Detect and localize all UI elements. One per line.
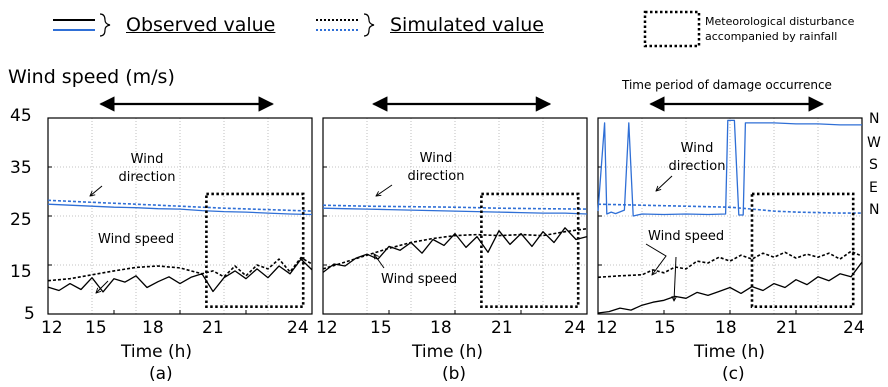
legend-simulated-brace: [363, 13, 375, 37]
legend-observed-label: Observed value: [126, 14, 276, 36]
annotation-wind-direction-line1: Wind direction: [118, 152, 176, 185]
annotation-wind-direction: Wind direction: [668, 141, 726, 174]
compass-label: S: [869, 157, 878, 173]
compass-label: W: [867, 135, 881, 151]
x-tick-label: 18: [430, 318, 452, 338]
x-tick-label: 12: [596, 318, 618, 338]
speed-simulated-line: [322, 227, 588, 270]
annotation-direction-pointer: [376, 184, 393, 196]
annotation-wind-direction: Wind direction: [407, 151, 465, 184]
annotation-direction-pointer: [90, 185, 103, 196]
panel-label: (a): [149, 364, 173, 384]
disturbance-box: [480, 192, 580, 308]
legend-disturbance-label-1: Meteorological disturbance: [705, 15, 855, 28]
x-tick-label: 21: [776, 318, 798, 338]
disturbance-box: [750, 192, 855, 308]
legend-disturbance-box: [643, 10, 701, 48]
plot-frame: [47, 117, 313, 315]
annotation-speed-pointer: [96, 280, 109, 293]
x-tick-label: 18: [142, 318, 164, 338]
x-tick-label: 12: [316, 318, 338, 338]
speed-observed-line: [597, 261, 863, 314]
direction-observed-line: [597, 119, 862, 217]
direction-observed-line: [322, 207, 588, 215]
y-tick-label: 15: [10, 262, 32, 282]
compass-label: N: [869, 202, 880, 218]
direction-simulated-line: [597, 203, 862, 214]
plot-frame: [597, 117, 863, 315]
direction-simulated-line: [47, 199, 313, 212]
x-tick-label: 21: [491, 318, 513, 338]
x-tick-label: 12: [41, 318, 63, 338]
y-tick-label: 35: [10, 158, 32, 178]
speed-simulated-line: [597, 250, 863, 279]
annotation-speed-pointer: [374, 254, 385, 269]
annotation-wind-speed: Wind speed: [98, 232, 175, 247]
compass-label: E: [869, 180, 878, 196]
annotation-speed-pointer: [645, 243, 667, 275]
x-tick-label: 24: [843, 318, 865, 338]
x-axis-label: Time (h): [121, 342, 193, 362]
chart-title-c: Time period of damage occurrence: [622, 78, 832, 92]
plot-frame: [322, 117, 588, 315]
panel-label: (b): [442, 364, 467, 384]
x-axis-label: Time (h): [694, 342, 766, 362]
x-tick-label: 24: [287, 318, 309, 338]
annotation-wind-speed: Wind speed: [648, 229, 725, 244]
legend-simulated-label: Simulated value: [390, 14, 544, 36]
direction-simulated-line: [322, 204, 588, 210]
y-tick-label: 45: [10, 106, 32, 126]
panel-label: (c): [722, 364, 745, 384]
x-tick-label: 18: [715, 318, 737, 338]
compass-label: N: [869, 111, 880, 127]
annotation-direction-pointer: [656, 175, 673, 191]
x-axis-label: Time (h): [412, 342, 484, 362]
x-tick-label: 24: [564, 318, 586, 338]
x-tick-label: 15: [85, 318, 107, 338]
direction-observed-line: [47, 203, 313, 216]
y-axis-label: Wind speed (m/s): [8, 66, 175, 88]
x-tick-label: 15: [654, 318, 676, 338]
x-tick-label: 21: [202, 318, 224, 338]
annotation-speed-pointer: [674, 256, 676, 301]
speed-observed-line: [47, 258, 313, 293]
x-tick-label: 15: [370, 318, 392, 338]
y-tick-label: 5: [24, 304, 35, 324]
legend-disturbance-label-2: accompanied by rainfall: [705, 30, 838, 43]
y-tick-label: 25: [10, 210, 32, 230]
speed-observed-line: [322, 227, 588, 273]
legend-observed-brace: [99, 13, 111, 37]
annotation-wind-speed: Wind speed: [381, 272, 458, 287]
